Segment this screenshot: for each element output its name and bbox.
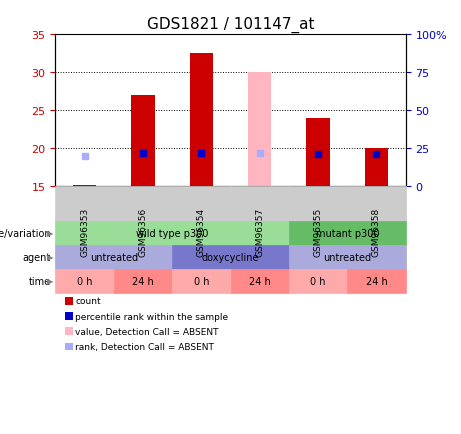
Bar [131,95,154,187]
Text: GSM96354: GSM96354 [197,207,206,256]
Text: ▶: ▶ [47,253,53,262]
Title: GDS1821 / 101147_at: GDS1821 / 101147_at [147,17,314,33]
Text: GSM96353: GSM96353 [80,207,89,256]
Text: untreated: untreated [323,252,372,262]
Text: ▶: ▶ [47,229,53,238]
Text: GSM96355: GSM96355 [313,207,323,256]
Text: count: count [75,297,101,306]
Bar [73,186,96,187]
Text: genotype/variation: genotype/variation [0,228,51,238]
Bar [189,54,213,187]
Text: 24 h: 24 h [249,276,271,286]
Text: 0 h: 0 h [194,276,209,286]
Text: mutant p300: mutant p300 [315,228,379,238]
Text: wild type p300: wild type p300 [136,228,208,238]
Text: 24 h: 24 h [132,276,154,286]
Text: percentile rank within the sample: percentile rank within the sample [75,312,228,321]
Text: untreated: untreated [89,252,138,262]
Text: time: time [29,276,51,286]
Bar [307,118,330,187]
Text: 0 h: 0 h [77,276,92,286]
Text: rank, Detection Call = ABSENT: rank, Detection Call = ABSENT [75,342,214,351]
Text: agent: agent [23,252,51,262]
Text: GSM96356: GSM96356 [138,207,148,256]
Text: 24 h: 24 h [366,276,387,286]
Bar [248,72,272,187]
Text: value, Detection Call = ABSENT: value, Detection Call = ABSENT [75,327,219,336]
Text: GSM96357: GSM96357 [255,207,264,256]
Text: doxycycline: doxycycline [202,252,259,262]
Text: 0 h: 0 h [310,276,326,286]
Text: ▶: ▶ [47,276,53,286]
Bar [365,148,388,187]
Text: GSM96358: GSM96358 [372,207,381,256]
